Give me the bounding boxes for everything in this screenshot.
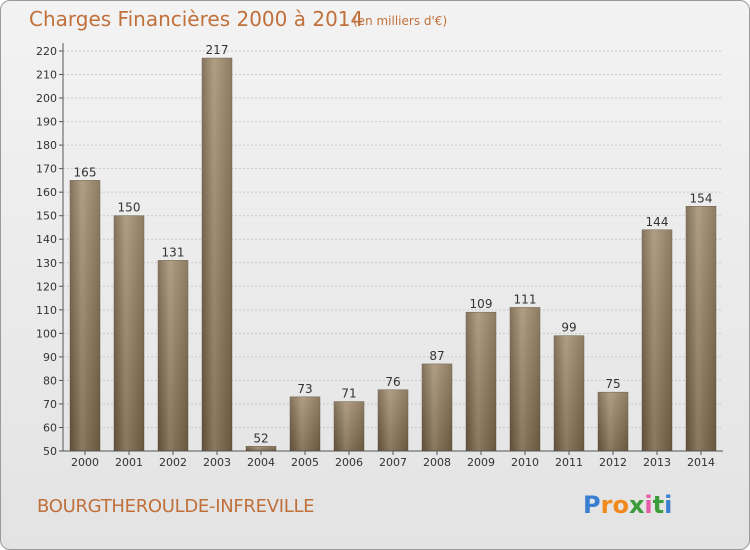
bar-value-label: 217 [206, 43, 229, 57]
logo-letter: r [600, 491, 613, 519]
y-tick-label: 220 [36, 45, 57, 58]
y-tick-label: 50 [43, 445, 57, 458]
y-tick-label: 170 [36, 163, 57, 176]
chart-subtitle: (en milliers d'€) [353, 14, 448, 28]
y-tick-label: 120 [36, 280, 57, 293]
chart-title: Charges Financières 2000 à 2014 [29, 7, 364, 31]
y-tick-label: 130 [36, 257, 57, 270]
y-tick-label: 90 [43, 351, 57, 364]
bar-value-label: 76 [385, 375, 400, 389]
logo-letter: P [583, 491, 601, 519]
x-tick-label: 2005 [291, 456, 319, 469]
bar-shade [642, 229, 672, 451]
y-tick-label: 100 [36, 327, 57, 340]
logo-letter: o [612, 491, 629, 519]
y-axis: 50 60 70 80 90 100 110 120 130 140 150 160 170 180 190… [36, 43, 64, 458]
y-tick-label: 190 [36, 116, 57, 129]
y-tick-label: 80 [43, 374, 57, 387]
x-tick-label: 2001 [115, 456, 143, 469]
city-name: BOURGTHEROULDE-INFREVILLE [37, 496, 315, 517]
bar-value-label: 111 [514, 292, 537, 306]
x-tick-label: 2009 [467, 456, 495, 469]
bar-shade [246, 446, 276, 451]
bar-shade [158, 260, 188, 451]
bar-shade [70, 180, 100, 452]
bar-shade [554, 335, 584, 451]
bar-value-label: 52 [253, 431, 268, 445]
y-tick-label: 110 [36, 304, 57, 317]
bar-value-label: 87 [429, 349, 444, 363]
x-axis: 2000 2001 2002 2003 2004 2005 2006 2007 2008 2009… [63, 450, 723, 469]
x-tick-label: 2010 [511, 456, 539, 469]
y-tick-label: 140 [36, 233, 57, 246]
x-tick-label: 2008 [423, 456, 451, 469]
y-tick-label: 70 [43, 398, 57, 411]
x-tick-label: 2000 [71, 456, 99, 469]
bar-shade [510, 307, 540, 451]
bar-value-label: 109 [470, 297, 493, 311]
y-tick-label: 200 [36, 92, 57, 105]
x-tick-label: 2011 [555, 456, 583, 469]
y-tick-label: 150 [36, 210, 57, 223]
bar-value-label: 71 [341, 387, 356, 401]
bar-shade [202, 58, 232, 451]
bar-value-label: 99 [561, 321, 576, 335]
bar-value-label: 144 [646, 215, 669, 229]
x-tick-label: 2012 [599, 456, 627, 469]
bar-value-label: 131 [162, 245, 185, 259]
bar-value-label: 73 [297, 382, 312, 396]
y-tick-label: 160 [36, 186, 57, 199]
y-tick-label: 60 [43, 421, 57, 434]
bar-value-label: 75 [605, 377, 620, 391]
bar-value-label: 165 [74, 165, 97, 179]
x-tick-label: 2014 [687, 456, 715, 469]
x-tick-label: 2007 [379, 456, 407, 469]
x-tick-label: 2004 [247, 456, 275, 469]
bar-shade [334, 401, 364, 451]
x-tick-label: 2002 [159, 456, 187, 469]
proxiti-logo[interactable]: Proxiti [583, 491, 672, 519]
bar-value-label: 154 [690, 191, 713, 205]
logo-letter: x [628, 491, 645, 519]
bars: 165 150 131 217 52 73 71 76 87 109 111 99 75 144 154 [69, 43, 717, 452]
bar-shade [598, 392, 628, 451]
x-tick-label: 2013 [643, 456, 671, 469]
logo-letter: i [664, 491, 673, 519]
bar-shade [378, 389, 408, 451]
y-tick-label: 210 [36, 69, 57, 82]
y-tick-label: 180 [36, 139, 57, 152]
bar-shade [422, 363, 452, 451]
bar-value-label: 150 [118, 201, 141, 215]
bar-shade [686, 206, 716, 451]
bar-shade [114, 215, 144, 451]
bar-shade [290, 396, 320, 451]
bar-shade [466, 312, 496, 451]
logo-letter: i [644, 491, 653, 519]
x-tick-label: 2003 [203, 456, 231, 469]
x-tick-label: 2006 [335, 456, 363, 469]
logo-letter: t [652, 491, 665, 519]
